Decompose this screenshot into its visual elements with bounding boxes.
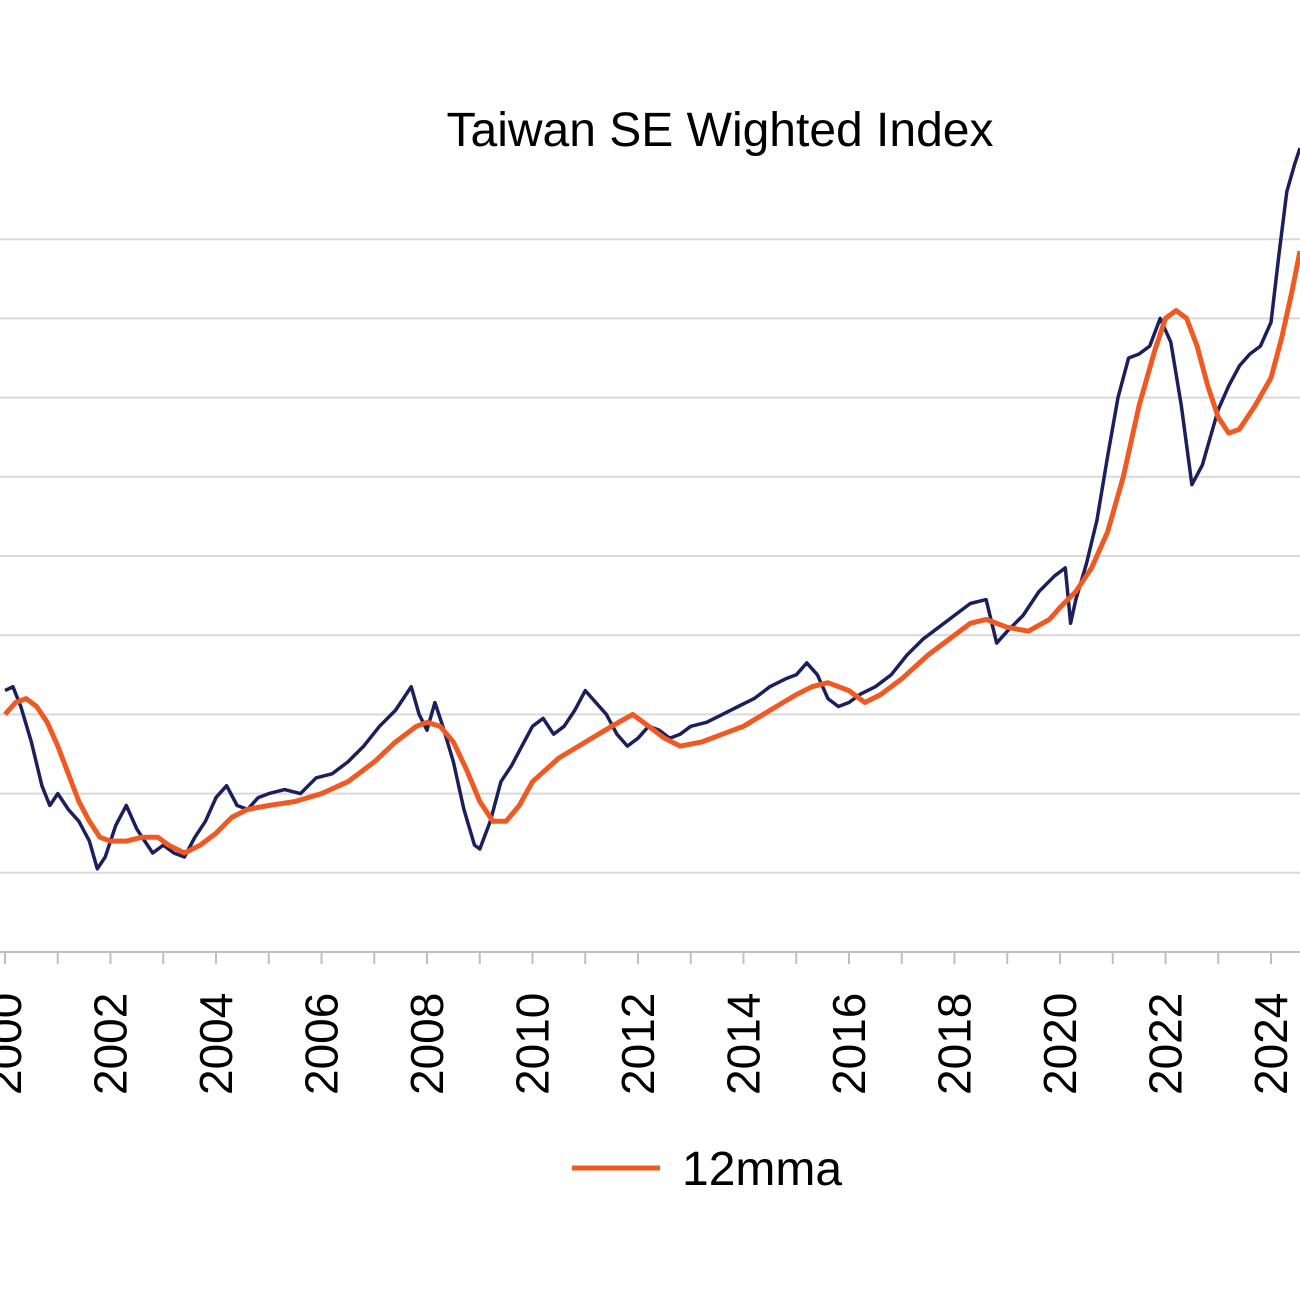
x-tick-label: 2018 xyxy=(929,993,981,1095)
series-line-12mma xyxy=(3,250,1300,856)
x-tick-label: 2008 xyxy=(401,993,453,1095)
series-line-index xyxy=(4,147,1300,871)
x-tick-label: 2004 xyxy=(190,993,242,1095)
x-tick-label: 2024 xyxy=(1245,993,1297,1095)
x-tick-label: 2020 xyxy=(1034,993,1086,1095)
legend: 12mma xyxy=(572,1143,842,1196)
x-tick-label: 2022 xyxy=(1140,993,1192,1095)
x-tick-label: 2000 xyxy=(0,993,31,1095)
chart-title: Taiwan SE Wighted Index xyxy=(447,104,994,157)
x-tick-label: 2012 xyxy=(612,993,664,1095)
x-axis xyxy=(0,951,1300,964)
legend-label-12mma: 12mma xyxy=(682,1143,842,1196)
x-tick-labels: 2000 2002 2004 2006 2008 2010 2012 2014 2016 2018… xyxy=(0,993,1297,1095)
x-tick-label: 2006 xyxy=(296,993,348,1095)
series-lines xyxy=(3,147,1300,871)
x-tick-label: 2002 xyxy=(85,993,137,1095)
x-tick-label: 2014 xyxy=(718,993,770,1095)
x-tick-label: 2016 xyxy=(823,993,875,1095)
x-tick-label: 2010 xyxy=(507,993,559,1095)
gridlines xyxy=(0,238,1300,874)
